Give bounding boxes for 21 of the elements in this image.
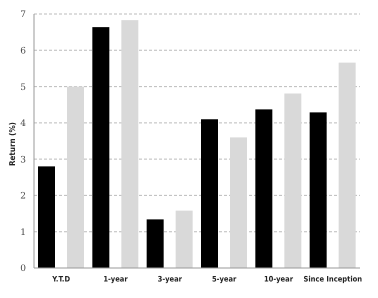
- bar: [38, 166, 55, 268]
- bar: [67, 86, 84, 268]
- bar: [230, 137, 247, 268]
- y-tick-label: 3: [20, 155, 26, 166]
- bar: [255, 109, 272, 268]
- bar: [146, 219, 164, 268]
- y-tick-label: 4: [20, 119, 26, 130]
- bar: [310, 112, 327, 268]
- y-tick-label: 7: [20, 10, 26, 20]
- y-tick-label: 6: [20, 46, 26, 56]
- y-tick-label: 2: [20, 192, 26, 202]
- bar: [338, 62, 356, 268]
- y-axis-title: Return (%): [8, 122, 17, 166]
- bar: [121, 20, 138, 268]
- y-tick-label: 0: [20, 264, 26, 274]
- bar: [176, 210, 193, 268]
- y-tick-label: 1: [20, 228, 26, 238]
- bar: [284, 93, 302, 268]
- bar: [92, 27, 110, 268]
- y-tick-label: 5: [20, 82, 26, 93]
- bar: [201, 119, 218, 268]
